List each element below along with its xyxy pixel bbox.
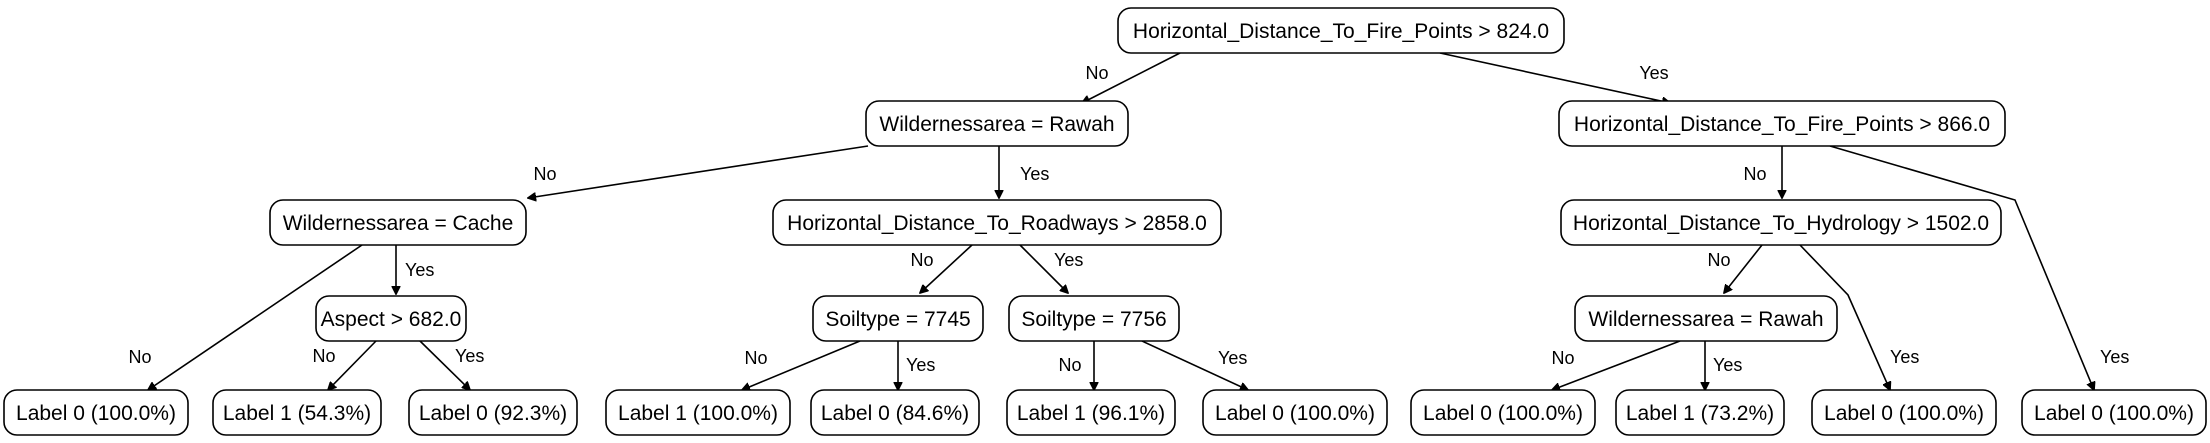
- edge-n_llr-leaf3: [419, 340, 470, 390]
- node-label: Wildernessarea = Rawah: [879, 113, 1114, 136]
- tree-node-split-3: Wildernessarea = Cache: [269, 199, 527, 246]
- node-label: Aspect > 682.0: [321, 308, 462, 331]
- edge-n_right-leaf11: [1829, 145, 2094, 390]
- edge-label: No: [910, 250, 933, 270]
- edge-n_rl-leaf10: [1799, 244, 1890, 390]
- tree-node-split-2: Horizontal_Distance_To_Fire_Points > 866…: [1558, 100, 2006, 147]
- leaf-label: Label 0 (100.0%): [16, 402, 176, 425]
- leaf-label: Label 0 (92.3%): [419, 402, 567, 425]
- leaf-label: Label 0 (100.0%): [1423, 402, 1583, 425]
- tree-node-root: Horizontal_Distance_To_Fire_Points > 824…: [1117, 7, 1565, 54]
- edge-label: No: [1743, 164, 1766, 184]
- tree-node-split-8: Soiltype = 7756: [1008, 295, 1180, 342]
- edge-label: Yes: [1639, 63, 1668, 83]
- tree-leaf-6: Label 1 (96.1%): [1006, 389, 1176, 436]
- leaf-label: Label 1 (96.1%): [1017, 402, 1165, 425]
- node-label: Soiltype = 7756: [1021, 308, 1166, 331]
- edge-label: Yes: [1020, 164, 1049, 184]
- tree-node-split-9: Wildernessarea = Rawah: [1574, 295, 1838, 342]
- tree-leaf-3: Label 0 (92.3%): [408, 389, 578, 436]
- node-label: Horizontal_Distance_To_Hydrology > 1502.…: [1573, 212, 1989, 235]
- node-label: Wildernessarea = Rawah: [1588, 308, 1823, 331]
- leaf-label: Label 0 (84.6%): [821, 402, 969, 425]
- tree-leaf-9: Label 1 (73.2%): [1615, 389, 1785, 436]
- leaf-label: Label 1 (100.0%): [618, 402, 778, 425]
- edge-label: Yes: [2100, 347, 2129, 367]
- edge-label: No: [128, 347, 151, 367]
- tree-node-split-4: Horizontal_Distance_To_Roadways > 2858.0: [772, 199, 1222, 246]
- node-label: Horizontal_Distance_To_Fire_Points > 824…: [1133, 20, 1549, 43]
- tree-node-split-5: Horizontal_Distance_To_Hydrology > 1502.…: [1560, 199, 2002, 246]
- edge-label: No: [1551, 348, 1574, 368]
- leaf-label: Label 0 (100.0%): [2034, 402, 2194, 425]
- tree-node-split-7: Soiltype = 7745: [812, 295, 984, 342]
- edge-label: Yes: [1054, 250, 1083, 270]
- node-label: Soiltype = 7745: [825, 308, 970, 331]
- edge-n_left-n_ll: [528, 145, 869, 198]
- edge-label: No: [1085, 63, 1108, 83]
- tree-leaf-7: Label 0 (100.0%): [1202, 389, 1388, 436]
- edge-label: Yes: [405, 260, 434, 280]
- tree-leaf-5: Label 0 (84.6%): [810, 389, 980, 436]
- leaf-label: Label 0 (100.0%): [1824, 402, 1984, 425]
- node-label: Horizontal_Distance_To_Roadways > 2858.0: [787, 212, 1207, 235]
- edge-root-n_left: [1082, 52, 1181, 103]
- edge-n_ll-leaf1: [148, 244, 363, 390]
- tree-node-split-6: Aspect > 682.0: [315, 295, 467, 342]
- edge-labels: No Yes No Yes No Yes No Yes No Yes No Ye…: [128, 63, 2129, 375]
- edge-n_lrr-leaf7: [1141, 340, 1248, 390]
- edge-n_rl-n_rll: [1724, 244, 1763, 293]
- leaf-label: Label 1 (73.2%): [1626, 402, 1774, 425]
- tree-leaf-11: Label 0 (100.0%): [2021, 389, 2207, 436]
- edge-label: No: [1707, 250, 1730, 270]
- edge-n_lr-n_lrr: [1019, 244, 1068, 293]
- nodes: Horizontal_Distance_To_Fire_Points > 824…: [3, 7, 2207, 436]
- node-label: Horizontal_Distance_To_Fire_Points > 866…: [1574, 113, 1990, 136]
- edge-n_llr-leaf2: [328, 340, 377, 390]
- tree-leaf-4: Label 1 (100.0%): [605, 389, 791, 436]
- tree-leaf-10: Label 0 (100.0%): [1811, 389, 1997, 436]
- edge-label: Yes: [1890, 347, 1919, 367]
- edge-root-n_right: [1439, 52, 1670, 103]
- edge-label: Yes: [1713, 355, 1742, 375]
- leaf-label: Label 1 (54.3%): [223, 402, 371, 425]
- tree-leaf-2: Label 1 (54.3%): [212, 389, 382, 436]
- node-label: Wildernessarea = Cache: [283, 212, 514, 235]
- edge-label: Yes: [906, 355, 935, 375]
- edge-label: No: [533, 164, 556, 184]
- leaf-label: Label 0 (100.0%): [1215, 402, 1375, 425]
- edge-n_lrl-leaf4: [742, 340, 861, 390]
- edge-n_rll-leaf8: [1552, 340, 1681, 390]
- edge-label: Yes: [455, 346, 484, 366]
- edge-n_lr-n_lrl: [920, 244, 973, 293]
- tree-leaf-1: Label 0 (100.0%): [3, 389, 189, 436]
- edge-label: No: [312, 346, 335, 366]
- tree-leaf-8: Label 0 (100.0%): [1410, 389, 1596, 436]
- edges: [148, 52, 2094, 390]
- edge-label: Yes: [1218, 348, 1247, 368]
- edge-label: No: [744, 348, 767, 368]
- tree-node-split-1: Wildernessarea = Rawah: [865, 100, 1129, 147]
- edge-label: No: [1058, 355, 1081, 375]
